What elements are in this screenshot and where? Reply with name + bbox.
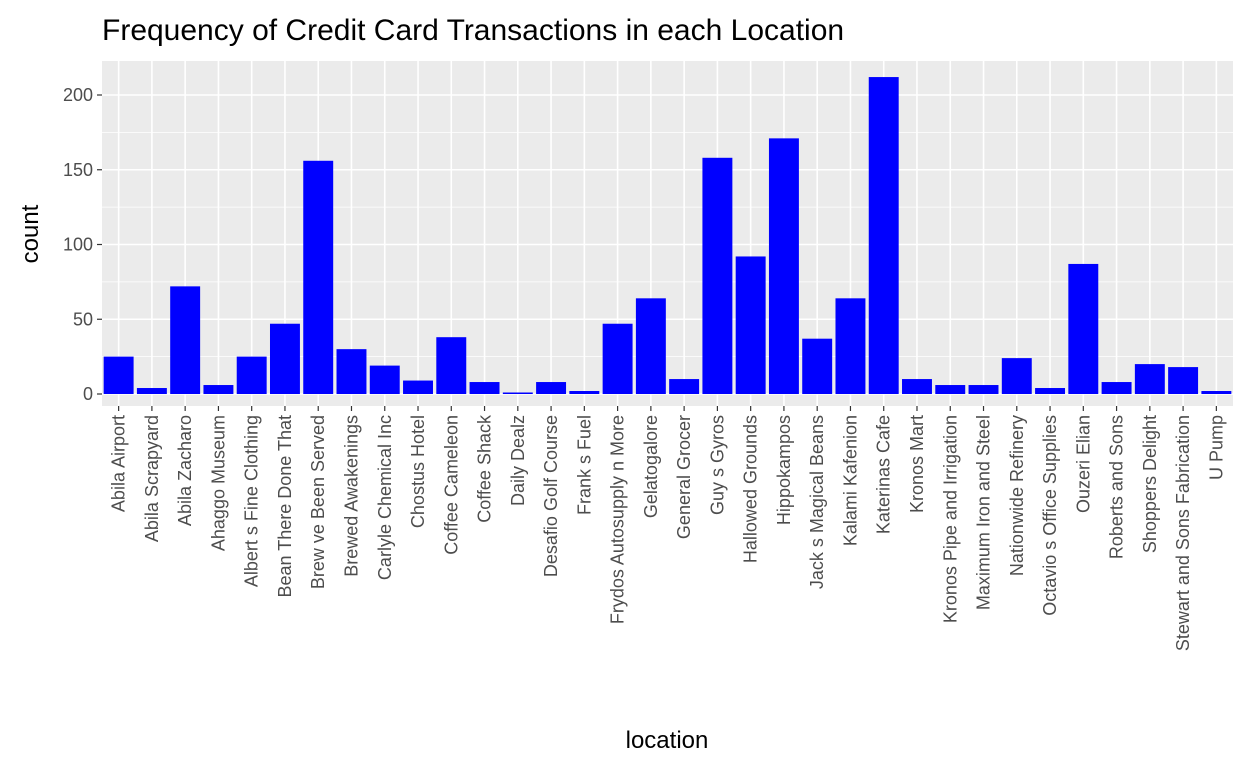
x-tick-label: Kronos Mart — [907, 415, 927, 513]
bar — [536, 382, 567, 394]
y-tick-label: 100 — [63, 235, 93, 255]
bar — [1201, 391, 1232, 394]
x-tick-label: Hallowed Grounds — [741, 415, 761, 563]
bar — [303, 160, 334, 394]
x-tick-label: General Grocer — [674, 415, 694, 539]
x-tick-label: Frank s Fuel — [574, 415, 594, 515]
x-tick-label: Stewart and Sons Fabrication — [1173, 415, 1193, 651]
x-tick-label: Kronos Pipe and Irrigation — [940, 415, 960, 623]
x-tick-label: Chostus Hotel — [408, 415, 428, 528]
x-tick-label: Guy s Gyros — [707, 415, 727, 515]
x-axis-title: location — [626, 727, 709, 754]
x-tick-label: Octavio s Office Supplies — [1040, 415, 1060, 616]
bar — [835, 298, 866, 394]
x-tick-label: U Pump — [1206, 415, 1226, 480]
y-tick-label: 50 — [73, 309, 93, 329]
bar — [236, 356, 267, 394]
bar — [1068, 263, 1099, 394]
bar — [369, 365, 400, 394]
bar — [336, 349, 367, 394]
x-tick-label: Frydos Autosupply n More — [608, 415, 628, 624]
bars — [103, 77, 1232, 394]
x-tick-label: Abila Zacharo — [175, 415, 195, 526]
x-tick-label: Bean There Done That — [275, 415, 295, 597]
bar — [1134, 364, 1165, 394]
x-tick-label: Kalami Kafenion — [840, 415, 860, 546]
bar — [136, 388, 167, 394]
x-tick-label: Jack s Magical Beans — [807, 415, 827, 589]
bar — [1101, 382, 1132, 394]
y-tick-label: 0 — [83, 384, 93, 404]
bar — [269, 323, 300, 394]
bar — [170, 286, 201, 394]
bar — [403, 380, 433, 394]
bar — [802, 338, 833, 394]
x-tick-label: Roberts and Sons — [1107, 415, 1127, 559]
x-tick-label: Coffee Cameleon — [441, 415, 461, 555]
x-tick-label: Abila Airport — [109, 415, 129, 512]
x-tick-label: Ahaggo Museum — [208, 415, 228, 551]
x-tick-label: Katerinas Cafe — [874, 415, 894, 534]
bar — [635, 298, 666, 394]
y-tick-label: 200 — [63, 85, 93, 105]
x-tick-label: Abila Scrapyard — [142, 415, 162, 542]
bar — [968, 385, 999, 394]
bar — [1168, 367, 1199, 394]
bar — [103, 356, 134, 394]
bar — [768, 138, 799, 394]
x-tick-label: Shoppers Delight — [1140, 415, 1160, 553]
x-tick-label: Brew ve Been Served — [308, 415, 328, 589]
bar — [569, 391, 600, 394]
bar — [469, 382, 500, 394]
x-tick-label: Hippokampos — [774, 415, 794, 525]
bar — [602, 323, 633, 394]
bar — [868, 77, 899, 394]
bar — [436, 337, 467, 394]
bar — [1035, 388, 1066, 394]
bar — [502, 392, 533, 394]
x-tick-label: Desafio Golf Course — [541, 415, 561, 577]
bar — [1001, 358, 1032, 394]
bar — [702, 157, 733, 394]
chart-title: Frequency of Credit Card Transactions in… — [102, 14, 844, 47]
bar — [735, 256, 766, 394]
x-tick-label: Albert s Fine Clothing — [242, 415, 262, 587]
bar — [935, 385, 966, 394]
x-tick-label: Gelatogalore — [641, 415, 661, 518]
x-tick-label: Brewed Awakenings — [341, 415, 361, 577]
bar — [203, 385, 234, 394]
x-tick-label: Coffee Shack — [475, 414, 495, 523]
x-tick-label: Daily Dealz — [508, 415, 528, 506]
x-tick-label: Nationwide Refinery — [1007, 415, 1027, 576]
axes: 0 50 100 150 200 Abila Airport Abila Scrapyard… — [63, 85, 1226, 651]
y-tick-label: 150 — [63, 160, 93, 180]
x-tick-label: Maximum Iron and Steel — [974, 415, 994, 610]
y-axis-title: count — [17, 204, 44, 263]
x-tick-label: Carlyle Chemical Inc — [375, 415, 395, 580]
bar — [669, 379, 700, 394]
x-tick-label: Ouzeri Elian — [1073, 415, 1093, 513]
bar — [902, 379, 932, 394]
